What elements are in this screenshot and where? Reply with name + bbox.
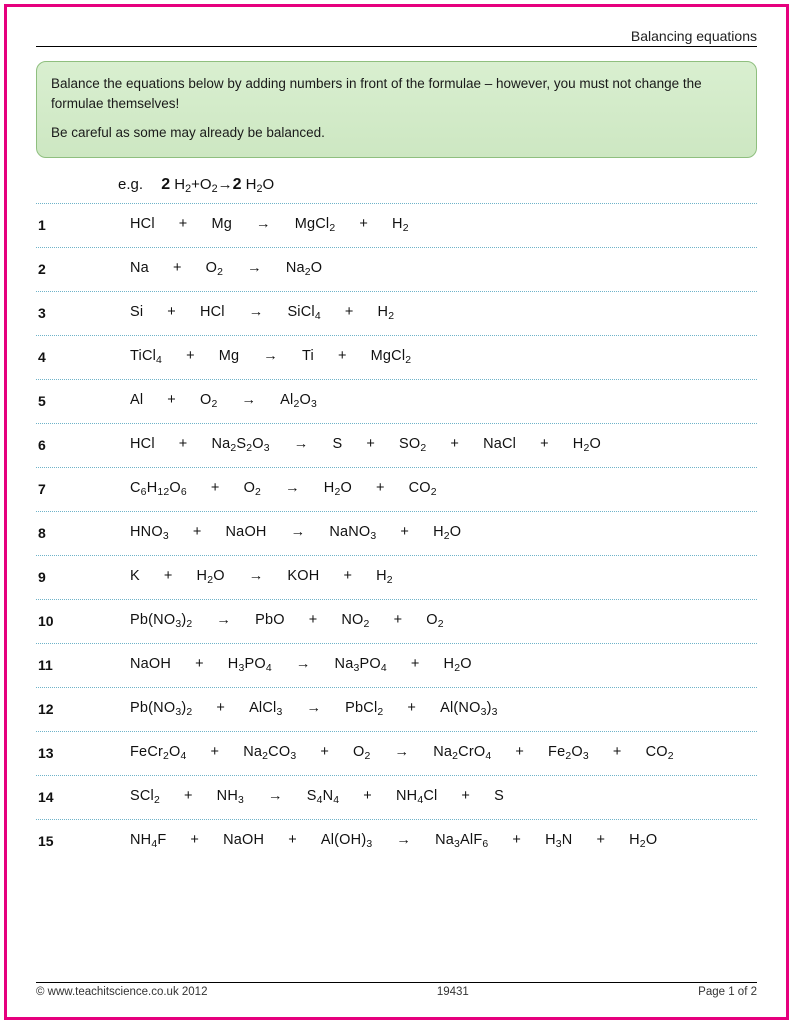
question-equation: FeCr2O4+Na2CO3+O2→Na2CrO4+Fe2O3+CO2 [80, 744, 757, 762]
page-header: Balancing equations [36, 28, 757, 47]
question-equation: HNO3+NaOH→NaNO3+H2O [80, 524, 757, 542]
question-number: 14 [36, 789, 80, 805]
example-label: e.g. [118, 176, 143, 193]
question-row: 12Pb(NO3)2+AlCl3→PbCl2+Al(NO3)3 [36, 687, 757, 731]
question-number: 9 [36, 569, 80, 585]
page-footer: © www.teachitscience.co.uk 2012 19431 Pa… [36, 982, 757, 998]
example-equation: e.g. 2 H2+O2→2 H2O [36, 176, 757, 195]
question-row: 5Al+O2→Al2O3 [36, 379, 757, 423]
footer-page-number: Page 1 of 2 [698, 986, 757, 998]
instructions-box: Balance the equations below by adding nu… [36, 61, 757, 158]
question-row: 8HNO3+NaOH→NaNO3+H2O [36, 511, 757, 555]
question-equation: Si+HCl→SiCl4+H2 [80, 304, 757, 322]
question-number: 2 [36, 261, 80, 277]
footer-docid: 19431 [437, 986, 469, 998]
question-equation: TiCl4+Mg→Ti+MgCl2 [80, 348, 757, 366]
instructions-line-2: Be careful as some may already be balanc… [51, 123, 742, 143]
question-equation: Na+O2→Na2O [80, 260, 757, 278]
question-equation: SCl2+NH3→S4N4+NH4Cl+S [80, 788, 757, 806]
question-equation: HCl+Na2S2O3→S+SO2+NaCl+H2O [80, 436, 757, 454]
question-number: 3 [36, 305, 80, 321]
question-list: 1HCl+Mg→MgCl2+H22Na+O2→Na2O3Si+HCl→SiCl4… [36, 203, 757, 982]
instructions-line-1: Balance the equations below by adding nu… [51, 74, 742, 113]
question-row: 6HCl+Na2S2O3→S+SO2+NaCl+H2O [36, 423, 757, 467]
question-equation: Pb(NO3)2→PbO+NO2+O2 [80, 612, 757, 630]
page-content: Balancing equations Balance the equation… [36, 28, 757, 998]
question-number: 5 [36, 393, 80, 409]
page-title: Balancing equations [631, 28, 757, 44]
question-number: 10 [36, 613, 80, 629]
question-equation: HCl+Mg→MgCl2+H2 [80, 216, 757, 234]
question-row: 15NH4F+NaOH+Al(OH)3→Na3AlF6+H3N+H2O [36, 819, 757, 863]
question-row: 14SCl2+NH3→S4N4+NH4Cl+S [36, 775, 757, 819]
question-row: 3Si+HCl→SiCl4+H2 [36, 291, 757, 335]
question-equation: Pb(NO3)2+AlCl3→PbCl2+Al(NO3)3 [80, 700, 757, 718]
question-equation: NaOH+H3PO4→Na3PO4+H2O [80, 656, 757, 674]
question-row: 13FeCr2O4+Na2CO3+O2→Na2CrO4+Fe2O3+CO2 [36, 731, 757, 775]
question-number: 7 [36, 481, 80, 497]
question-number: 6 [36, 437, 80, 453]
question-row: 10Pb(NO3)2→PbO+NO2+O2 [36, 599, 757, 643]
question-number: 11 [36, 657, 80, 673]
question-row: 2Na+O2→Na2O [36, 247, 757, 291]
question-row: 11NaOH+H3PO4→Na3PO4+H2O [36, 643, 757, 687]
question-number: 15 [36, 833, 80, 849]
question-equation: C6H12O6+O2→H2O+CO2 [80, 480, 757, 498]
question-number: 1 [36, 217, 80, 233]
question-row: 9K+H2O→KOH+H2 [36, 555, 757, 599]
question-equation: K+H2O→KOH+H2 [80, 568, 757, 586]
question-number: 8 [36, 525, 80, 541]
question-number: 12 [36, 701, 80, 717]
question-number: 4 [36, 349, 80, 365]
question-number: 13 [36, 745, 80, 761]
footer-copyright: © www.teachitscience.co.uk 2012 [36, 986, 207, 998]
question-row: 4TiCl4+Mg→Ti+MgCl2 [36, 335, 757, 379]
question-equation: Al+O2→Al2O3 [80, 392, 757, 410]
question-equation: NH4F+NaOH+Al(OH)3→Na3AlF6+H3N+H2O [80, 832, 757, 850]
question-row: 1HCl+Mg→MgCl2+H2 [36, 203, 757, 247]
question-row: 7C6H12O6+O2→H2O+CO2 [36, 467, 757, 511]
